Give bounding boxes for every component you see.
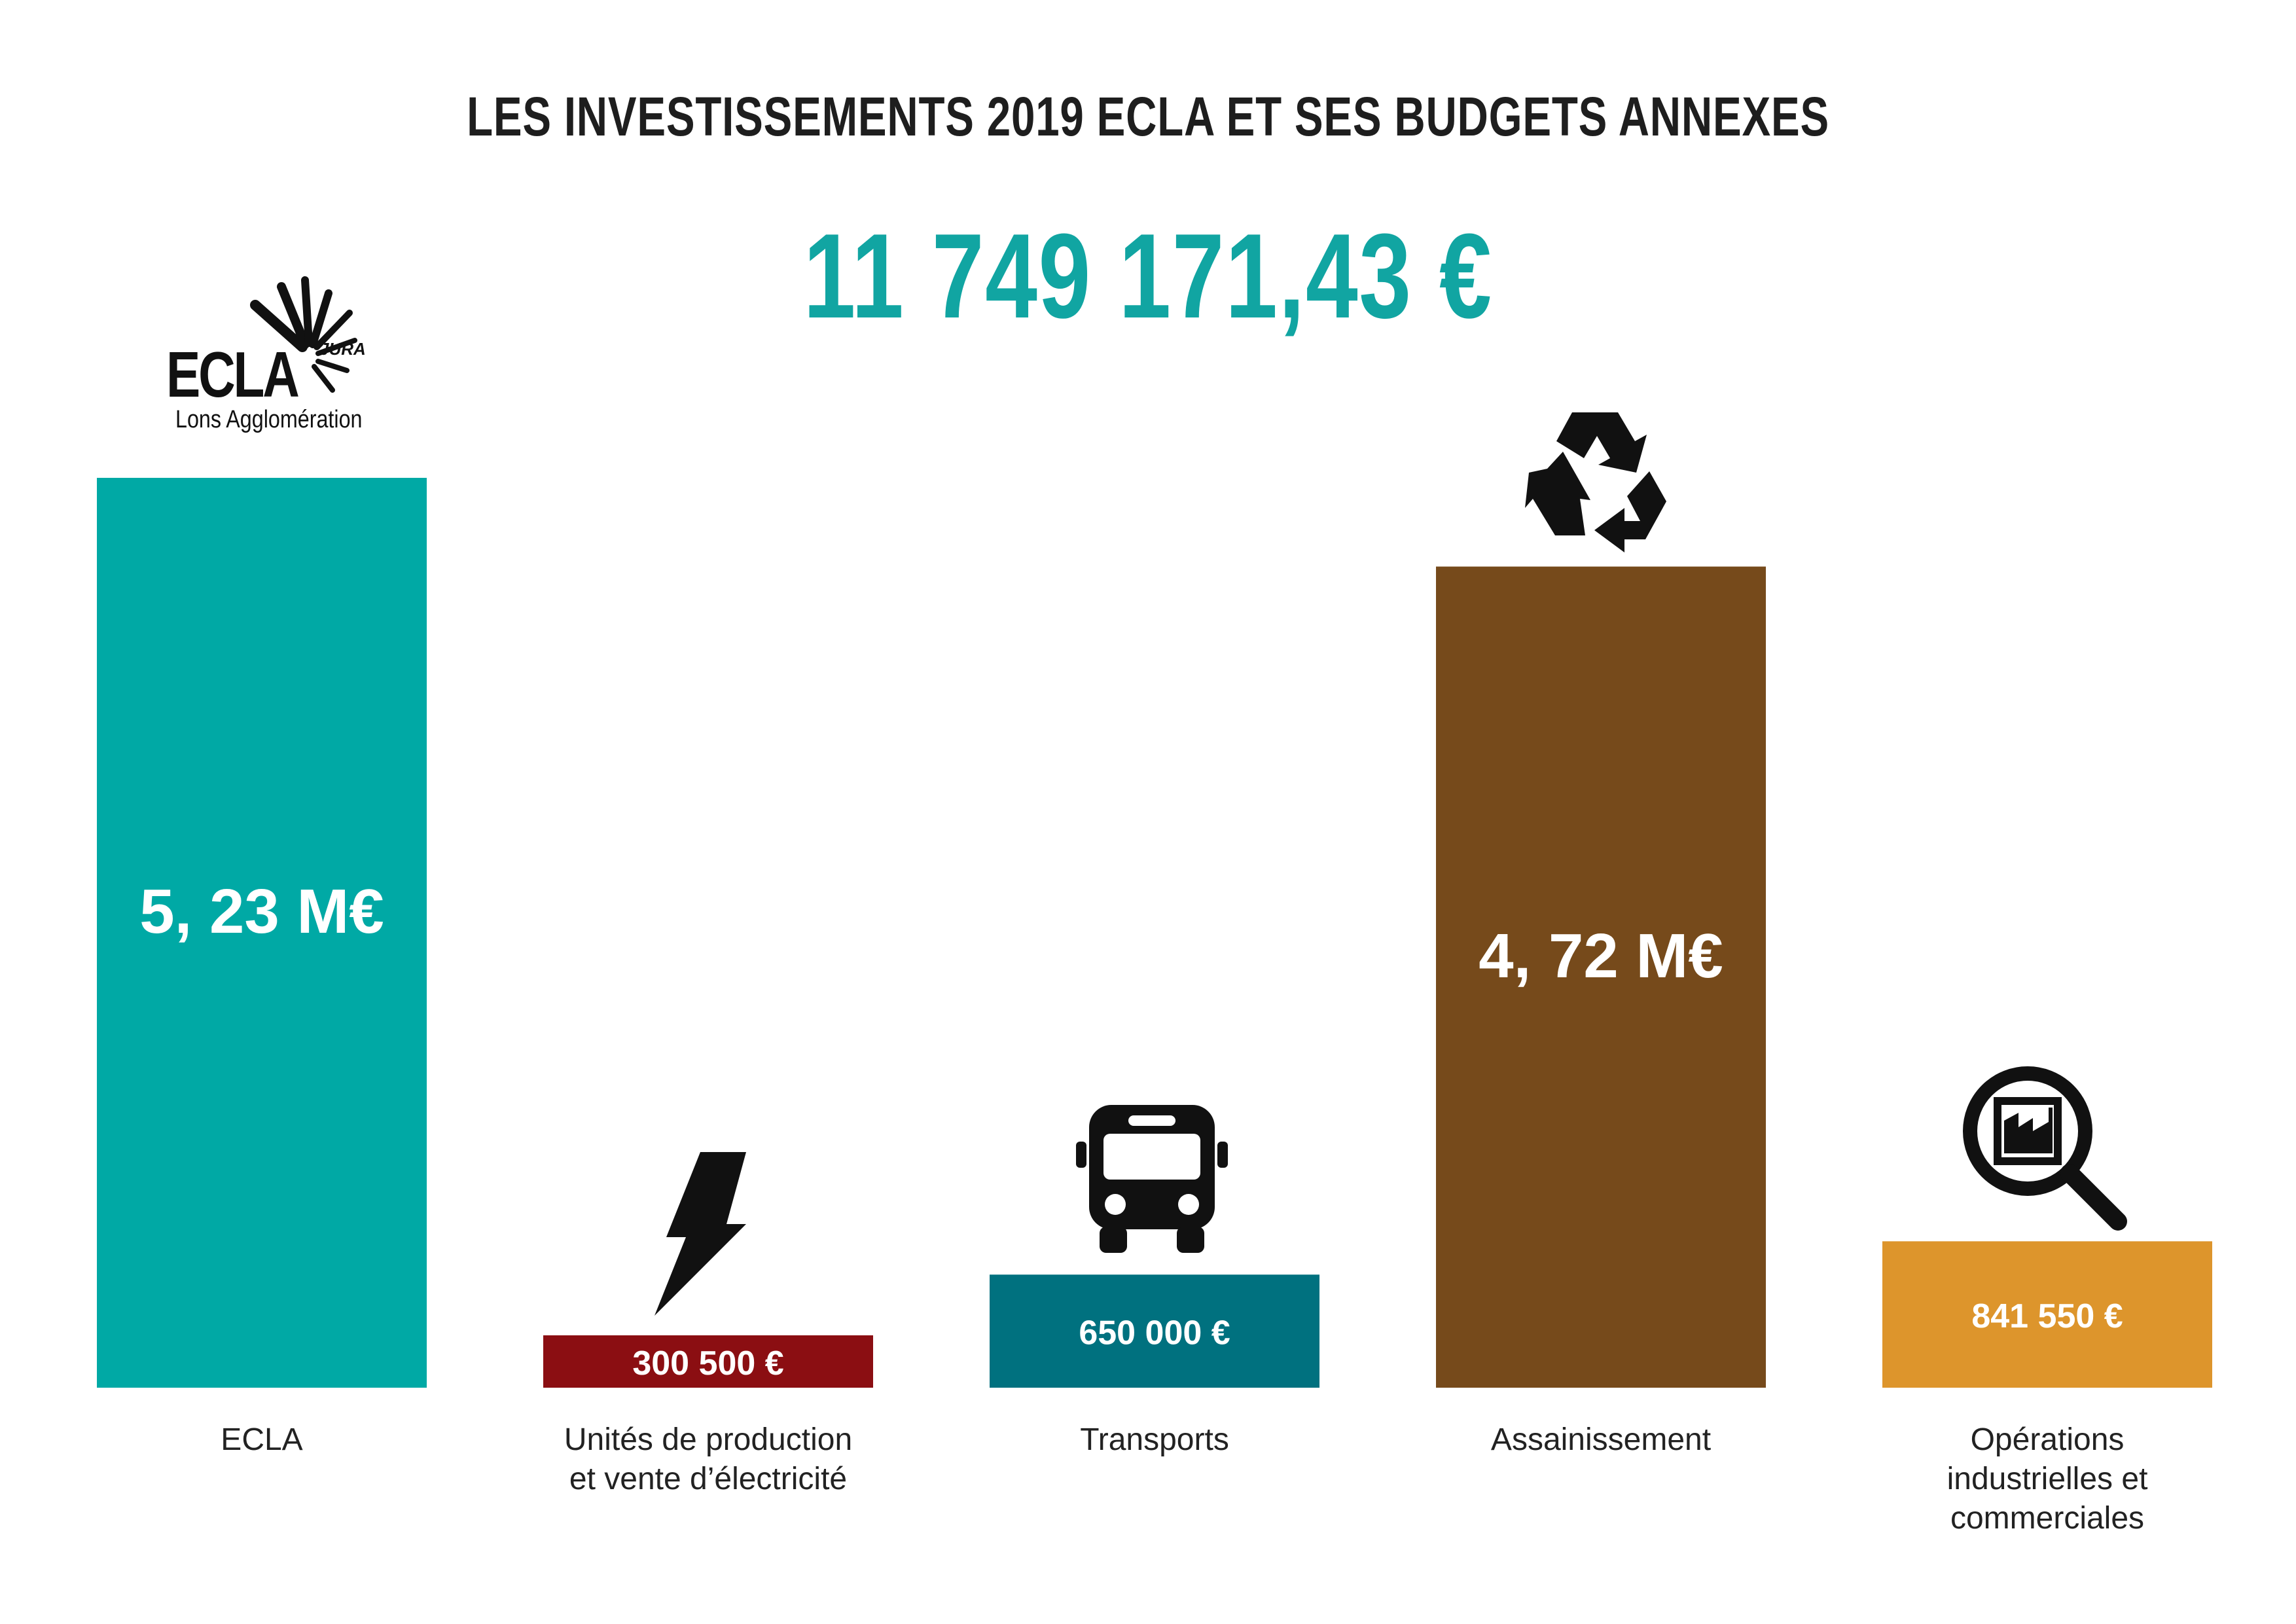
category-label-4: Assainissement bbox=[1491, 1422, 1711, 1457]
sunburst-icon bbox=[250, 276, 357, 393]
value-label-1: 5, 23 M€ bbox=[139, 876, 384, 947]
bar-5 bbox=[1882, 1241, 2212, 1388]
value-label-3: 650 000 € bbox=[1079, 1314, 1230, 1352]
bar-4 bbox=[1436, 566, 1766, 1388]
total-amount: 11 749 171,43 € bbox=[803, 208, 1493, 343]
logo-tag: JURA bbox=[319, 339, 366, 359]
value-label-2: 300 500 € bbox=[632, 1344, 783, 1382]
bar-3 bbox=[990, 1274, 1319, 1388]
category-label-3: Transports bbox=[1080, 1422, 1229, 1457]
value-label-4: 4, 72 M€ bbox=[1479, 921, 1723, 991]
category-label-2: Unités de production et vente d’électrici… bbox=[564, 1422, 852, 1496]
category-label-5: Opérations industrielles et commerciales bbox=[1947, 1422, 2148, 1536]
category-label-1: ECLA bbox=[221, 1422, 302, 1457]
ecla-logo: ECLA JURA Lons Agglomération bbox=[157, 275, 367, 439]
bar-2 bbox=[543, 1335, 873, 1388]
recycle-icon bbox=[1525, 412, 1666, 552]
bus-icon bbox=[1076, 1105, 1228, 1253]
chart-title: LES INVESTISSEMENTS 2019 ECLA ET SES BUD… bbox=[467, 86, 1829, 147]
value-label-5: 841 550 € bbox=[1971, 1297, 2123, 1335]
lightning-icon bbox=[655, 1152, 746, 1316]
logo-wordmark: ECLA bbox=[166, 338, 300, 410]
logo-subtitle: Lons Agglomération bbox=[175, 406, 363, 433]
factory-search-icon bbox=[1963, 1066, 2127, 1231]
bar-1 bbox=[97, 478, 427, 1388]
